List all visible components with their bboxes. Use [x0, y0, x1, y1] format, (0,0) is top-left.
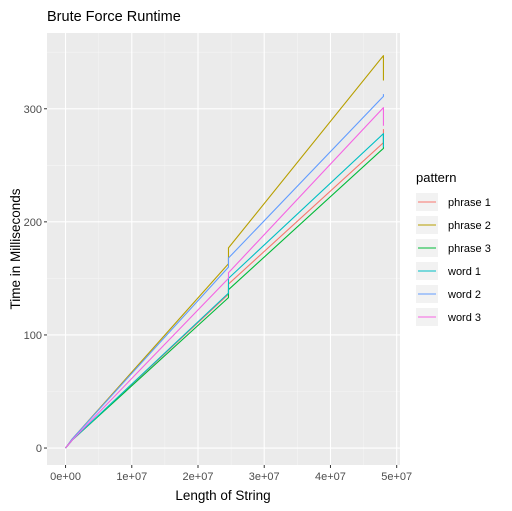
x-axis: 0e+00 1e+07 2e+07 3e+07 4e+07 5e+07: [50, 465, 412, 483]
y-axis-title: Time in Milliseconds: [8, 188, 23, 309]
x-tick-label: 1e+07: [116, 471, 147, 483]
y-tick-label: 100: [24, 330, 42, 342]
x-tick-label: 0e+00: [50, 471, 81, 483]
x-tick-label: 4e+07: [315, 471, 346, 483]
series-line-word-2: [65, 94, 384, 449]
y-axis: 0 100 200 300: [24, 104, 47, 455]
x-tick-label: 3e+07: [249, 471, 280, 483]
y-tick-label: 300: [24, 104, 42, 116]
legend-label-phrase-2: phrase 2: [448, 220, 491, 232]
legend-title: pattern: [416, 170, 456, 185]
x-axis-title: Length of String: [175, 488, 270, 503]
plot-panel: [47, 33, 400, 465]
x-tick-label: 5e+07: [381, 471, 412, 483]
chart-title: Brute Force Runtime: [47, 9, 181, 25]
legend: pattern phrase 1 phrase 2 phrase 3 word 1 wo…: [416, 170, 491, 326]
legend-label-phrase-1: phrase 1: [448, 197, 491, 209]
x-tick-label: 2e+07: [183, 471, 214, 483]
legend-label-word-1: word 1: [447, 266, 481, 278]
legend-label-phrase-3: phrase 3: [448, 243, 491, 255]
y-tick-label: 200: [24, 217, 42, 229]
legend-label-word-3: word 3: [447, 312, 481, 324]
y-tick-label: 0: [36, 443, 42, 455]
minor-gridlines: [47, 33, 400, 465]
series-line-word-3: [65, 107, 384, 449]
legend-label-word-2: word 2: [447, 289, 481, 301]
series-lines: [65, 55, 384, 449]
major-gridlines: [47, 33, 400, 465]
